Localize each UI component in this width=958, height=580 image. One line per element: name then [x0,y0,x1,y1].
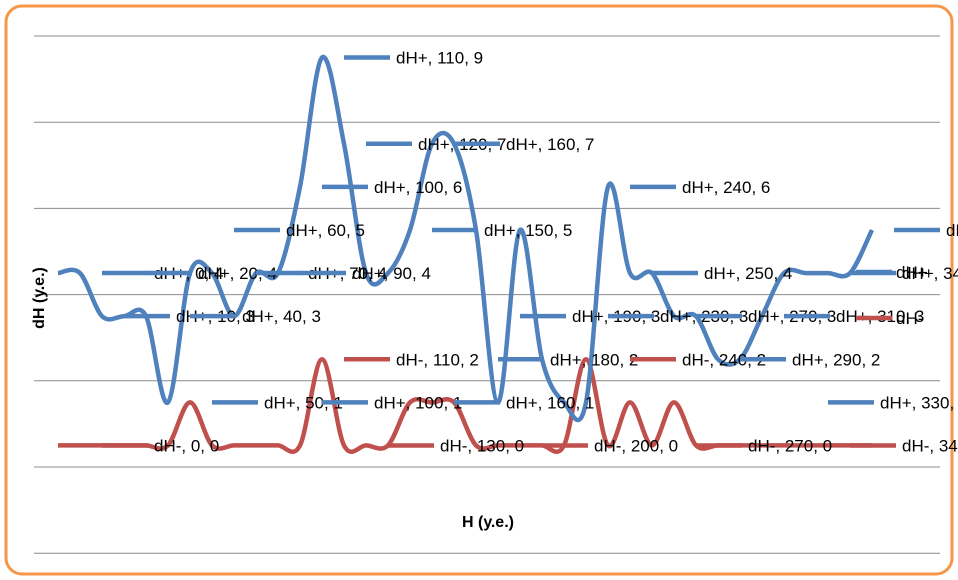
data-label: dH+, 160, 7 [506,135,594,154]
y-axis-title: dH (у.е.) [31,267,48,329]
data-label: dH+, 50, 1 [264,393,343,412]
data-label: dH-, 270, 0 [748,436,832,455]
data-label: dH+, 90, 4 [352,264,431,283]
data-label: dH-, 110, 2 [396,350,479,369]
data-label: dH+, 290, 2 [792,350,880,369]
data-label: dH-, 130, 0 [440,436,524,455]
data-label: dH+, 250, 4 [704,264,792,283]
data-labels: dH+, 110, 9dH+, 120, 7dH+, 160, 7dH+, 10… [102,49,958,455]
data-label: dH+, 180, 2 [550,350,638,369]
legend-entry: dH+ [896,263,928,282]
data-label: dH+, 20, 4 [198,264,277,283]
data-label: dH+, 240, 6 [682,178,770,197]
data-label: dH+, 70, 4 [308,264,387,283]
x-axis-title: H (у.е.) [462,514,514,531]
data-label: dH+, 110, 9 [396,49,483,68]
data-label: dH+, 40, 3 [242,307,321,326]
data-label: dH+, 150, 5 [484,221,572,240]
legend: dH+ dH- [856,263,928,328]
data-label: dH+, 100, 6 [374,178,462,197]
series-line-dh-plus [57,54,875,423]
chart-border [4,4,954,576]
data-label: dH-, 200, 0 [594,436,678,455]
data-label: dH+, 160, 1 [506,393,594,412]
data-label: dH+, 100, 1 [374,393,462,412]
data-label: dH-, 0, 0 [154,436,219,455]
data-label: dH+, 60, 5 [286,221,365,240]
legend-entry: dH- [896,309,923,328]
data-label: dH+, 330, 1 [880,393,958,412]
data-label: dH+, 360, 5 [946,221,958,240]
data-label: dH-, 240, 2 [682,350,766,369]
data-label: dH-, 340, 0 [902,436,958,455]
data-label: dH+, 340, 4 [902,264,958,283]
